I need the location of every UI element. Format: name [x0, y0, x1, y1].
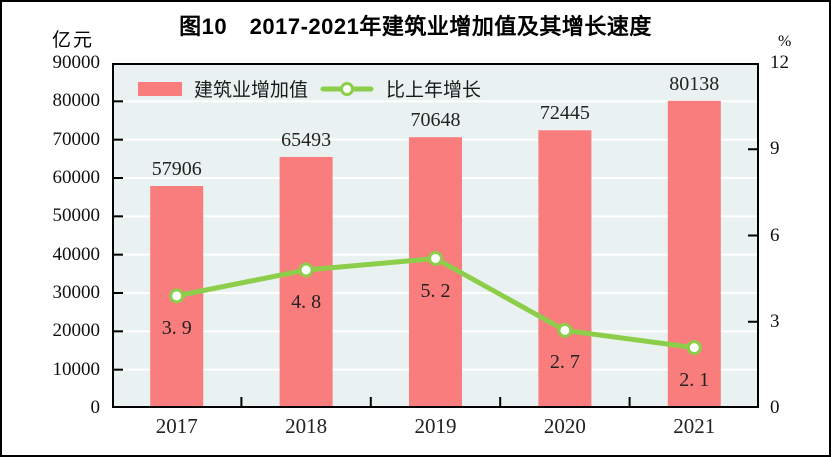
growth-value-label: 4. 8 [291, 291, 322, 313]
bar-2021 [667, 100, 721, 408]
y-left-tick-label: 70000 [52, 128, 101, 150]
legend-bar-label: 建筑业增加值 [194, 80, 309, 101]
right-axis-unit-label: % [778, 33, 792, 50]
bar-2020 [538, 130, 592, 407]
legend-bar-swatch [138, 81, 182, 96]
y-right-tick-label: 12 [770, 52, 789, 73]
y-left-tick-label: 40000 [52, 243, 101, 265]
plot-frame [112, 63, 759, 408]
y-left-tick-label: 50000 [52, 205, 101, 227]
x-tick-label: 2017 [155, 414, 198, 438]
y-left-tick-label: 10000 [52, 358, 101, 380]
bar-value-label: 80138 [669, 72, 720, 95]
y-right-tick-label: 9 [770, 138, 780, 160]
plot-canvas [112, 63, 759, 408]
chart-title: 图10 2017-2021年建筑业增加值及其增长速度 [179, 14, 652, 39]
bar-2019 [409, 137, 462, 407]
growth-value-label: 2. 1 [679, 368, 710, 391]
y-right-tick-label: 3 [770, 310, 780, 332]
y-left-tick-label: 20000 [52, 320, 101, 342]
legend: 建筑业增加值 比上年增长 [138, 75, 481, 102]
x-tick-label: 2020 [543, 414, 586, 438]
growth-point-2020 [557, 322, 573, 338]
y-right-tick-label: 6 [770, 224, 780, 246]
bar-value-label: 65493 [281, 128, 332, 151]
x-tick-label: 2018 [285, 414, 328, 438]
growth-value-label: 2. 7 [549, 351, 580, 374]
bar-value-label: 72445 [539, 102, 590, 125]
growth-point-2017 [169, 288, 185, 304]
bar-value-label: 70648 [410, 109, 461, 132]
growth-point-2021 [686, 340, 702, 356]
growth-value-label: 3. 9 [161, 316, 192, 339]
bar-2018 [279, 156, 333, 407]
plot-area [112, 63, 759, 408]
y-left-tick-label: 60000 [52, 167, 101, 188]
growth-point-2018 [298, 262, 314, 278]
legend-line-label: 比上年增长 [386, 80, 482, 101]
y-left-tick-label: 90000 [52, 52, 101, 73]
x-tick-label: 2019 [414, 414, 457, 438]
y-left-tick-label: 0 [90, 397, 101, 418]
growth-point-2019 [428, 251, 443, 266]
y-right-tick-label: 0 [770, 397, 780, 418]
x-tick-label: 2021 [673, 414, 716, 438]
y-left-tick-label: 80000 [52, 90, 101, 112]
growth-value-label: 5. 2 [420, 279, 451, 302]
y-left-tick-label: 30000 [52, 282, 101, 303]
legend-line-swatch [320, 81, 374, 96]
bar-value-label: 57906 [151, 158, 202, 181]
left-axis-unit-label: 亿元 [52, 30, 95, 51]
